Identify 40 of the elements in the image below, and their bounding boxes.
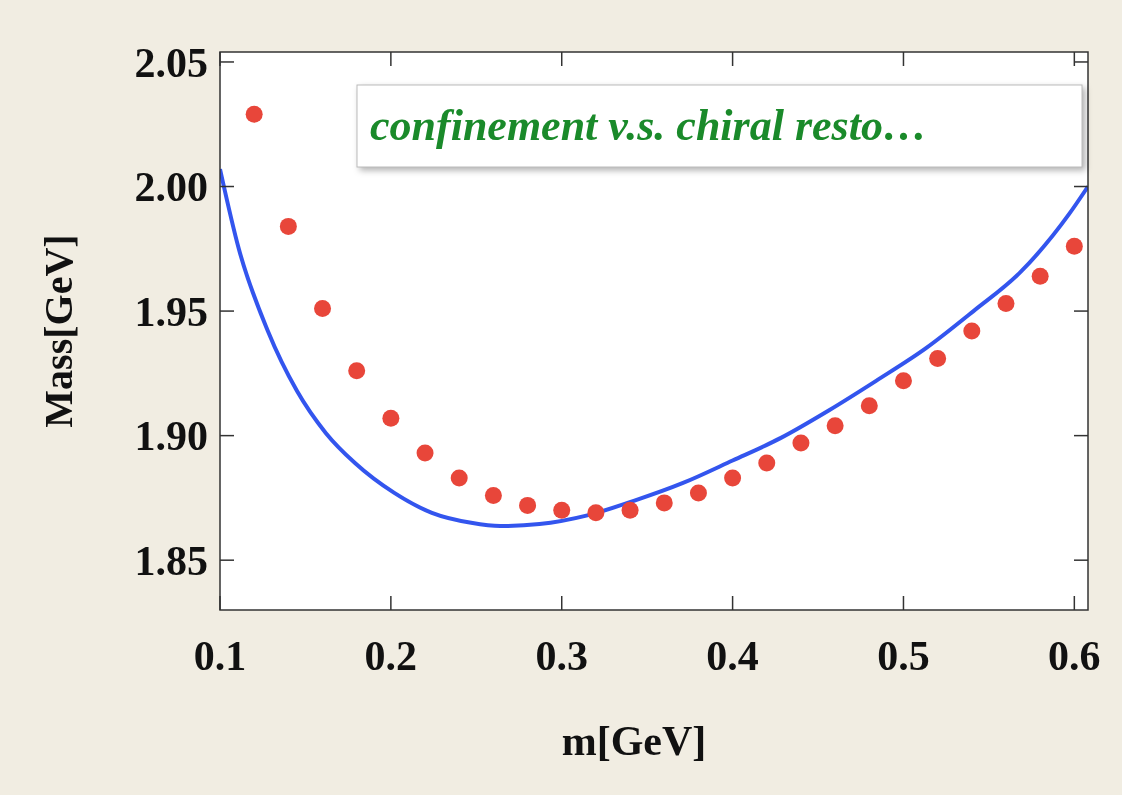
point bbox=[826, 417, 844, 435]
point bbox=[450, 469, 468, 487]
x-tick-label: 0.5 bbox=[877, 633, 930, 679]
point bbox=[929, 349, 947, 367]
x-tick-label: 0.6 bbox=[1048, 633, 1101, 679]
point bbox=[997, 295, 1015, 313]
point bbox=[621, 501, 639, 519]
point bbox=[382, 409, 400, 427]
point bbox=[279, 217, 297, 235]
point bbox=[587, 504, 605, 522]
x-tick-label: 0.4 bbox=[706, 633, 759, 679]
point bbox=[758, 454, 776, 472]
y-tick-label: 1.95 bbox=[134, 288, 208, 335]
point bbox=[655, 494, 673, 512]
y-tick-label: 2.05 bbox=[134, 39, 208, 86]
line-series bbox=[220, 167, 1088, 529]
point bbox=[519, 496, 537, 514]
point bbox=[894, 372, 912, 390]
point bbox=[724, 469, 742, 487]
point bbox=[314, 300, 332, 318]
point bbox=[245, 105, 263, 123]
x-tick-label: 0.3 bbox=[535, 633, 588, 679]
y-axis-title: Mass[GeV] bbox=[36, 234, 81, 428]
point bbox=[416, 444, 434, 462]
point bbox=[348, 362, 366, 380]
point bbox=[1065, 237, 1083, 255]
annotation: confinement v.s. chiral resto… bbox=[370, 101, 927, 150]
x-axis-title: m[GeV] bbox=[561, 718, 707, 764]
x-tick-label: 0.2 bbox=[364, 633, 418, 679]
y-tick-label: 1.85 bbox=[134, 537, 208, 584]
point bbox=[792, 434, 810, 452]
point bbox=[1031, 267, 1049, 285]
point bbox=[689, 484, 707, 502]
point bbox=[860, 397, 878, 415]
point bbox=[553, 501, 571, 519]
point bbox=[484, 486, 502, 504]
y-tick-label: 2.00 bbox=[134, 164, 208, 211]
y-tick-label: 1.90 bbox=[134, 413, 208, 460]
point bbox=[963, 322, 981, 340]
x-tick-label: 0.1 bbox=[193, 633, 247, 679]
